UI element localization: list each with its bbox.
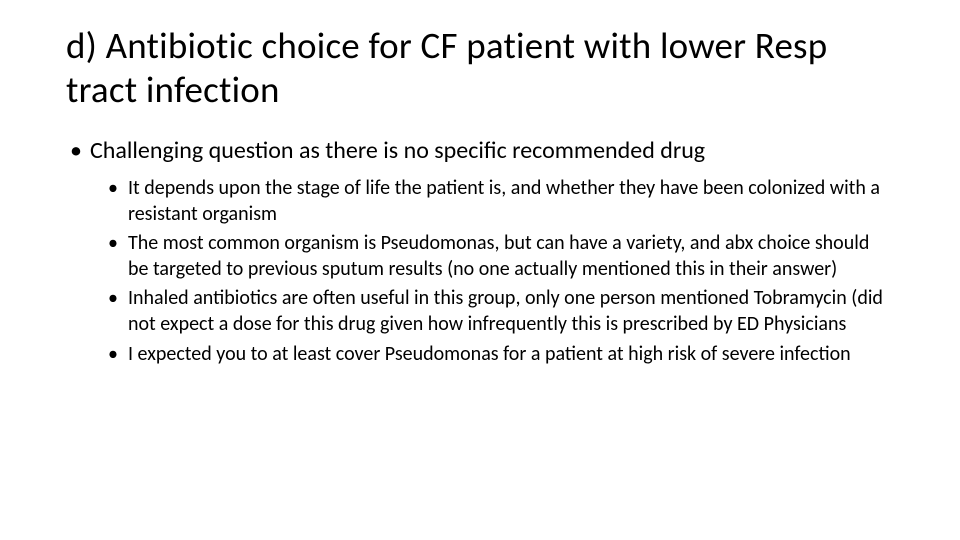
list-item: Challenging question as there is no spec… xyxy=(90,135,894,367)
bullet-text: Challenging question as there is no spec… xyxy=(90,136,705,165)
bullet-list-level2: It depends upon the stage of life the pa… xyxy=(90,176,894,367)
list-item: Inhaled antibiotics are often useful in … xyxy=(128,286,894,337)
list-item: It depends upon the stage of life the pa… xyxy=(128,176,894,227)
list-item: I expected you to at least cover Pseudom… xyxy=(128,342,894,368)
list-item: The most common organism is Pseudomonas,… xyxy=(128,231,894,282)
bullet-list-level1: Challenging question as there is no spec… xyxy=(66,135,894,367)
slide-title: d) Antibiotic choice for CF patient with… xyxy=(66,24,894,113)
